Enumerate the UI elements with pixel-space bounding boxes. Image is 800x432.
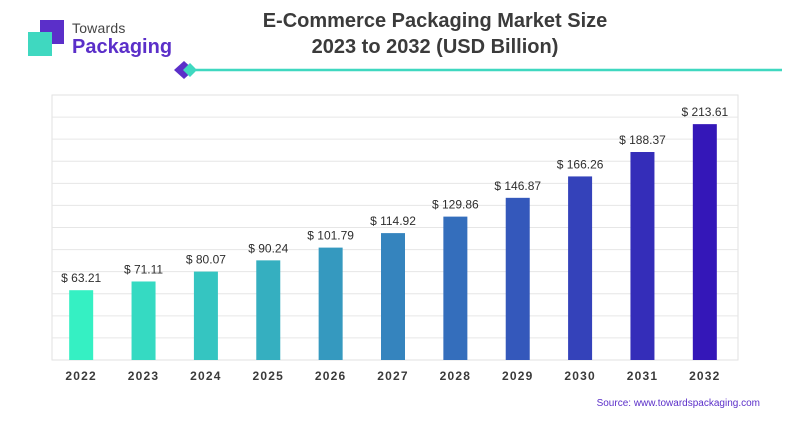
bar-2025 [256,260,281,360]
bar-2023 [131,281,156,360]
data-label-2022: $ 63.21 [61,271,101,285]
chart-title-line1: E-Commerce Packaging Market Size [262,10,608,32]
logo-mark-icon [28,20,64,56]
data-label-2032: $ 213.61 [681,105,728,119]
bar-2026 [318,247,343,360]
chart-title-line2: 2023 to 2032 (USD Billion) [311,36,559,58]
data-label-2030: $ 166.26 [557,157,604,171]
logo-text-top: Towards [72,20,126,36]
x-tick-2027: 2027 [377,369,409,383]
x-tick-2031: 2031 [627,369,659,383]
data-label-2026: $ 101.79 [307,229,354,243]
bar-2032 [692,124,717,360]
data-label-2023: $ 71.11 [124,262,163,276]
x-tick-2030: 2030 [564,369,596,383]
x-tick-2024: 2024 [190,369,222,383]
x-tick-2032: 2032 [689,369,721,383]
data-label-2028: $ 129.86 [432,198,479,212]
x-tick-2026: 2026 [315,369,347,383]
title-divider [174,61,782,79]
bar-2031 [630,152,655,360]
bar-2030 [568,176,593,360]
bar-2029 [505,197,530,360]
x-tick-2025: 2025 [253,369,285,383]
data-label-2025: $ 90.24 [248,241,288,255]
logo: Towards Packaging [26,16,176,62]
x-tick-2028: 2028 [440,369,472,383]
data-label-2024: $ 80.07 [186,253,226,267]
x-tick-2022: 2022 [65,369,97,383]
x-tick-2023: 2023 [128,369,160,383]
data-label-2027: $ 114.92 [370,214,416,228]
bar-2028 [443,216,468,360]
source-note: Source: www.towardspackaging.com [596,398,760,409]
bar-2024 [193,271,218,360]
chart-title: E-Commerce Packaging Market Size 2023 to… [210,8,660,60]
bar-2027 [381,233,405,360]
logo-text-bottom: Packaging [72,36,173,58]
data-label-2031: $ 188.37 [619,133,666,147]
x-tick-2029: 2029 [502,369,534,383]
data-label-2029: $ 146.87 [494,179,541,193]
bar-2022 [69,290,94,360]
